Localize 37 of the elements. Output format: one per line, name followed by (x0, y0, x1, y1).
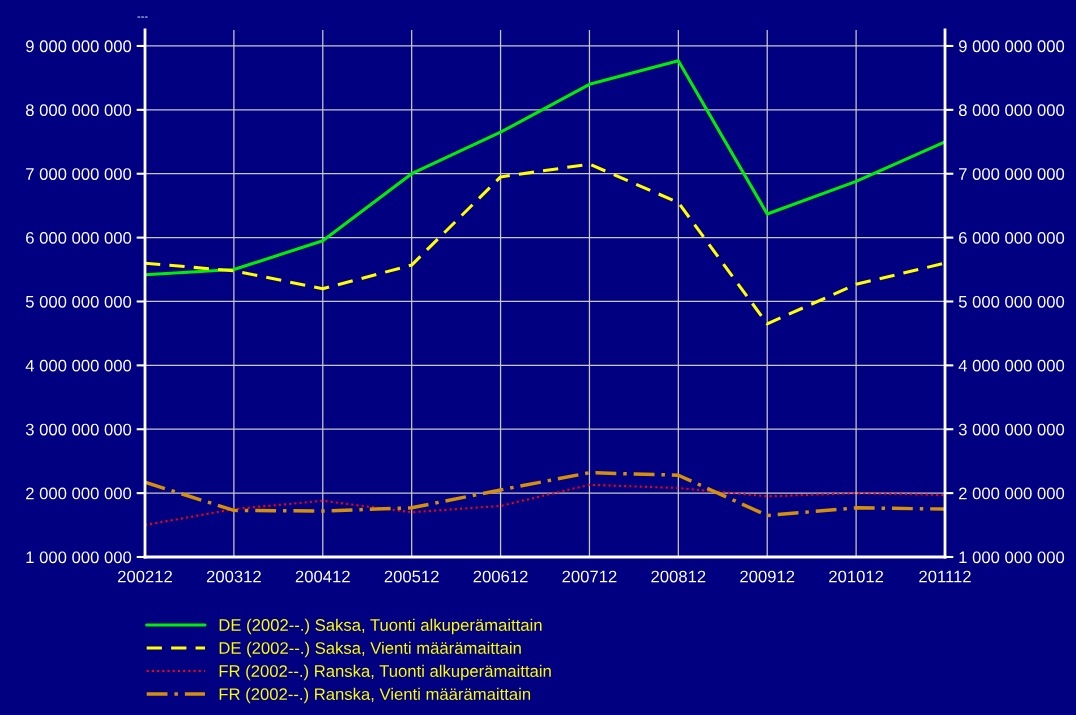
line-series (145, 483, 945, 527)
y2-tick-label: 9 000 000 000 (958, 40, 1065, 53)
y-tick-label: 9 000 000 000 (26, 40, 132, 53)
y-tick-label: 1 000 000 000 (26, 551, 132, 564)
x-tick-label: 200712 (562, 570, 617, 583)
line-series (145, 59, 945, 277)
y-tick-label: 4 000 000 000 (25, 359, 132, 372)
y2-tick-label: 8 000 000 000 (958, 104, 1065, 117)
y2-tick-label: 5 000 000 000 (958, 295, 1065, 308)
y-tick-label: 3 000 000 000 (25, 423, 132, 436)
legend-label: FR (2002--.) Ranska, Vienti määrämaittain (219, 687, 531, 704)
y-tick-label: 7 000 000 000 (26, 168, 132, 180)
y2-tick-label: 1 000 000 000 (959, 551, 1065, 564)
y-tick-label: 8 000 000 000 (25, 104, 132, 117)
x-tick-label: 201012 (829, 570, 884, 583)
y2-tick-label: 4 000 000 000 (958, 359, 1065, 372)
legend-label: DE (2002--.) Saksa, Vienti määrämaittain (219, 641, 521, 658)
x-tick-label: 200912 (740, 570, 795, 583)
chart-title: --- (137, 16, 148, 18)
x-tick-label: 201112 (919, 570, 971, 583)
y-tick-label: 5 000 000 000 (25, 295, 132, 308)
x-tick-label: 200412 (295, 570, 350, 583)
x-tick-label: 200612 (473, 570, 528, 583)
y-tick-label: 2 000 000 000 (26, 487, 132, 500)
legend-label: FR (2002--.) Ranska, Tuonti alkuperämaittain (219, 664, 551, 681)
line-series (145, 162, 945, 326)
y2-tick-label: 2 000 000 000 (959, 487, 1065, 500)
y2-tick-label: 7 000 000 000 (959, 168, 1065, 180)
y2-tick-label: 3 000 000 000 (958, 423, 1065, 436)
x-tick-label: 200812 (651, 570, 706, 583)
legend-label: DE (2002--.) Saksa, Tuonti alkuperämaittain (219, 618, 542, 635)
x-tick-label: 200312 (206, 570, 261, 583)
y2-tick-label: 6 000 000 000 (959, 232, 1065, 244)
y-tick-label: 6 000 000 000 (26, 232, 132, 244)
x-tick-label: 200512 (384, 570, 439, 583)
line-series (145, 470, 945, 518)
x-tick-label: 200212 (118, 570, 172, 583)
